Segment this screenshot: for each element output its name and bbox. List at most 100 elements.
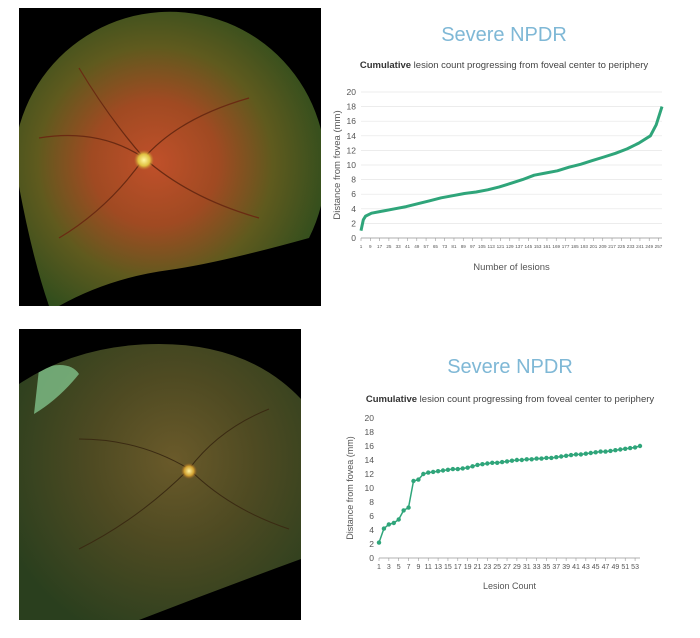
- data-point: [623, 446, 628, 451]
- data-point: [401, 508, 406, 513]
- data-point: [618, 447, 623, 452]
- x-tick-label: 249: [645, 244, 653, 249]
- y-tick-label: 10: [347, 160, 357, 170]
- subtitle-bold: Cumulative: [359, 60, 412, 71]
- data-point: [632, 445, 638, 450]
- data-point: [494, 460, 500, 465]
- y-tick-label: 20: [347, 87, 357, 97]
- x-tick-label: 49: [611, 564, 619, 571]
- x-tick-label: 257: [655, 244, 663, 249]
- y-axis-label: Distance from fovea (mm): [345, 436, 355, 540]
- data-point: [485, 461, 490, 466]
- y-tick-label: 14: [347, 131, 357, 141]
- x-tick-label: 9: [416, 564, 420, 571]
- x-tick-label: 7: [407, 564, 411, 571]
- y-tick-label: 16: [347, 116, 357, 126]
- x-tick-label: 11: [425, 564, 432, 571]
- data-point: [450, 466, 456, 472]
- x-tick-label: 89: [461, 244, 467, 249]
- x-tick-label: 33: [533, 564, 541, 571]
- x-tick-label: 209: [599, 244, 607, 249]
- data-point: [509, 458, 515, 463]
- subtitle-bold: Cumulative: [365, 394, 418, 405]
- subtitle-rest: lesion count progressing from foveal cen…: [417, 394, 655, 405]
- subtitle-rest: lesion count progressing from foveal cen…: [411, 60, 649, 71]
- x-tick-label: 31: [523, 564, 531, 571]
- data-point: [406, 505, 411, 510]
- chart-title: Severe NPDR: [447, 356, 573, 378]
- x-tick-label: 47: [602, 564, 610, 571]
- y-tick-label: 20: [365, 413, 375, 423]
- x-tick-label: 17: [454, 564, 462, 571]
- x-tick-label: 41: [405, 244, 411, 249]
- y-tick-label: 14: [365, 455, 375, 465]
- data-point: [391, 520, 396, 526]
- x-tick-label: 1: [377, 564, 381, 571]
- x-tick-label: 17: [377, 244, 383, 249]
- x-tick-label: 39: [562, 564, 570, 571]
- x-tick-label: 177: [562, 244, 570, 249]
- data-point: [376, 540, 382, 545]
- x-tick-label: 161: [543, 244, 551, 249]
- x-tick-label: 113: [487, 244, 495, 249]
- x-tick-label: 43: [582, 564, 590, 571]
- fundus-image: [19, 344, 301, 620]
- data-point: [460, 466, 465, 471]
- x-tick-label: 45: [592, 564, 600, 571]
- x-tick-label: 53: [631, 564, 639, 571]
- data-point: [519, 457, 525, 463]
- data-point: [490, 460, 495, 465]
- chart-top: Severe NPDR Cumulative lesion count prog…: [328, 8, 680, 306]
- x-tick-label: 81: [451, 244, 457, 249]
- data-point: [440, 468, 446, 473]
- chart-subtitle: Cumulative lesion count progressing from…: [340, 394, 680, 405]
- x-tick-label: 153: [534, 244, 542, 249]
- x-tick-label: 145: [525, 244, 533, 249]
- x-tick-label: 49: [414, 244, 420, 249]
- data-point: [568, 452, 574, 458]
- data-point: [608, 448, 613, 454]
- fundus-image: [19, 11, 321, 306]
- x-tick-label: 241: [636, 244, 644, 249]
- x-tick-label: 97: [470, 244, 476, 249]
- x-tick-label: 27: [503, 564, 511, 571]
- x-tick-label: 23: [483, 564, 491, 571]
- y-tick-label: 12: [347, 145, 357, 155]
- chart-bottom: Severe NPDR Cumulative lesion count prog…: [340, 340, 680, 625]
- data-point: [613, 448, 618, 453]
- data-point: [627, 445, 633, 451]
- data-point: [637, 443, 643, 449]
- chart-subtitle: Cumulative lesion count progressing from…: [328, 60, 680, 71]
- data-point: [381, 526, 387, 531]
- data-point: [386, 522, 392, 527]
- data-point: [421, 471, 426, 477]
- x-tick-label: 1: [360, 244, 363, 249]
- series-line: [359, 106, 664, 232]
- y-tick-label: 12: [365, 469, 375, 479]
- data-point: [529, 457, 534, 462]
- data-point: [430, 469, 436, 475]
- x-axis-label: Lesion Count: [483, 581, 537, 591]
- data-point: [554, 455, 559, 460]
- x-tick-label: 57: [424, 244, 430, 249]
- x-tick-label: 5: [397, 564, 401, 571]
- x-tick-label: 21: [474, 564, 482, 571]
- x-tick-label: 15: [444, 564, 452, 571]
- y-tick-label: 6: [369, 511, 374, 521]
- data-point: [603, 449, 608, 454]
- data-point: [465, 465, 470, 470]
- x-tick-label: 25: [386, 244, 392, 249]
- data-point: [411, 478, 416, 484]
- data-point: [475, 462, 480, 468]
- data-point: [480, 462, 485, 467]
- data-point: [539, 456, 544, 461]
- y-tick-label: 0: [369, 553, 374, 563]
- x-tick-label: 225: [617, 244, 625, 249]
- data-point: [435, 469, 441, 474]
- data-point: [588, 450, 593, 456]
- data-point: [470, 464, 475, 469]
- fundus-photo-bottom: [19, 329, 301, 620]
- data-point: [396, 517, 401, 522]
